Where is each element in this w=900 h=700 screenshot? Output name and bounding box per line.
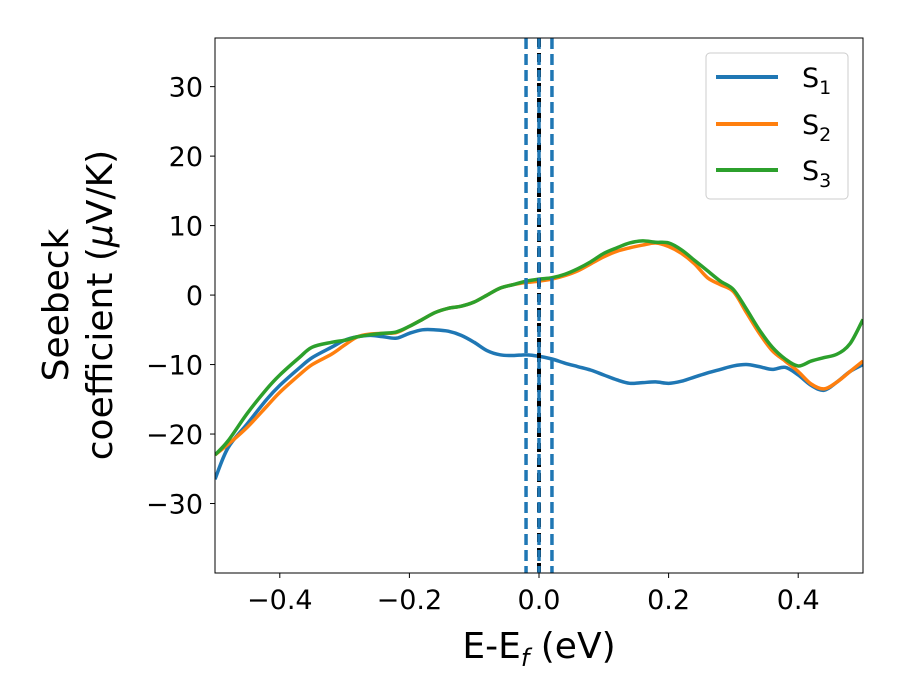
x-axis: −0.4 −0.2 0.0 0.2 0.4 [247, 573, 820, 616]
y-tick-label: 10 [169, 212, 203, 243]
x-axis-label: E-Ef (eV) [462, 626, 615, 672]
y-tick-label: 20 [169, 142, 203, 173]
y-tick-label: −20 [146, 420, 203, 451]
y-axis-label-line2: coefficient (μV/K) [80, 150, 121, 460]
y-axis-label: Seebeck coefficient (μV/K) [36, 150, 121, 460]
legend: S1 S2 S3 [705, 52, 849, 200]
y-axis-label-line1: Seebeck [36, 228, 77, 381]
x-tick-label: 0.4 [777, 585, 820, 616]
legend-label-s2: S2 [802, 110, 831, 146]
legend-label-s3: S3 [802, 156, 831, 192]
y-axis: −30 −20 −10 0 10 20 30 [146, 73, 215, 521]
x-tick-label: 0.0 [518, 585, 561, 616]
x-tick-label: −0.4 [247, 585, 313, 616]
legend-label-s1: S1 [802, 63, 831, 99]
y-tick-label: −30 [146, 490, 203, 521]
y-tick-label: 30 [169, 73, 203, 104]
fermi-lines [524, 38, 554, 573]
x-tick-label: 0.2 [647, 585, 690, 616]
series-line-s3 [215, 239, 863, 457]
y-tick-label: 0 [186, 281, 203, 312]
y-tick-label: −10 [146, 351, 203, 382]
x-tick-label: −0.2 [377, 585, 443, 616]
